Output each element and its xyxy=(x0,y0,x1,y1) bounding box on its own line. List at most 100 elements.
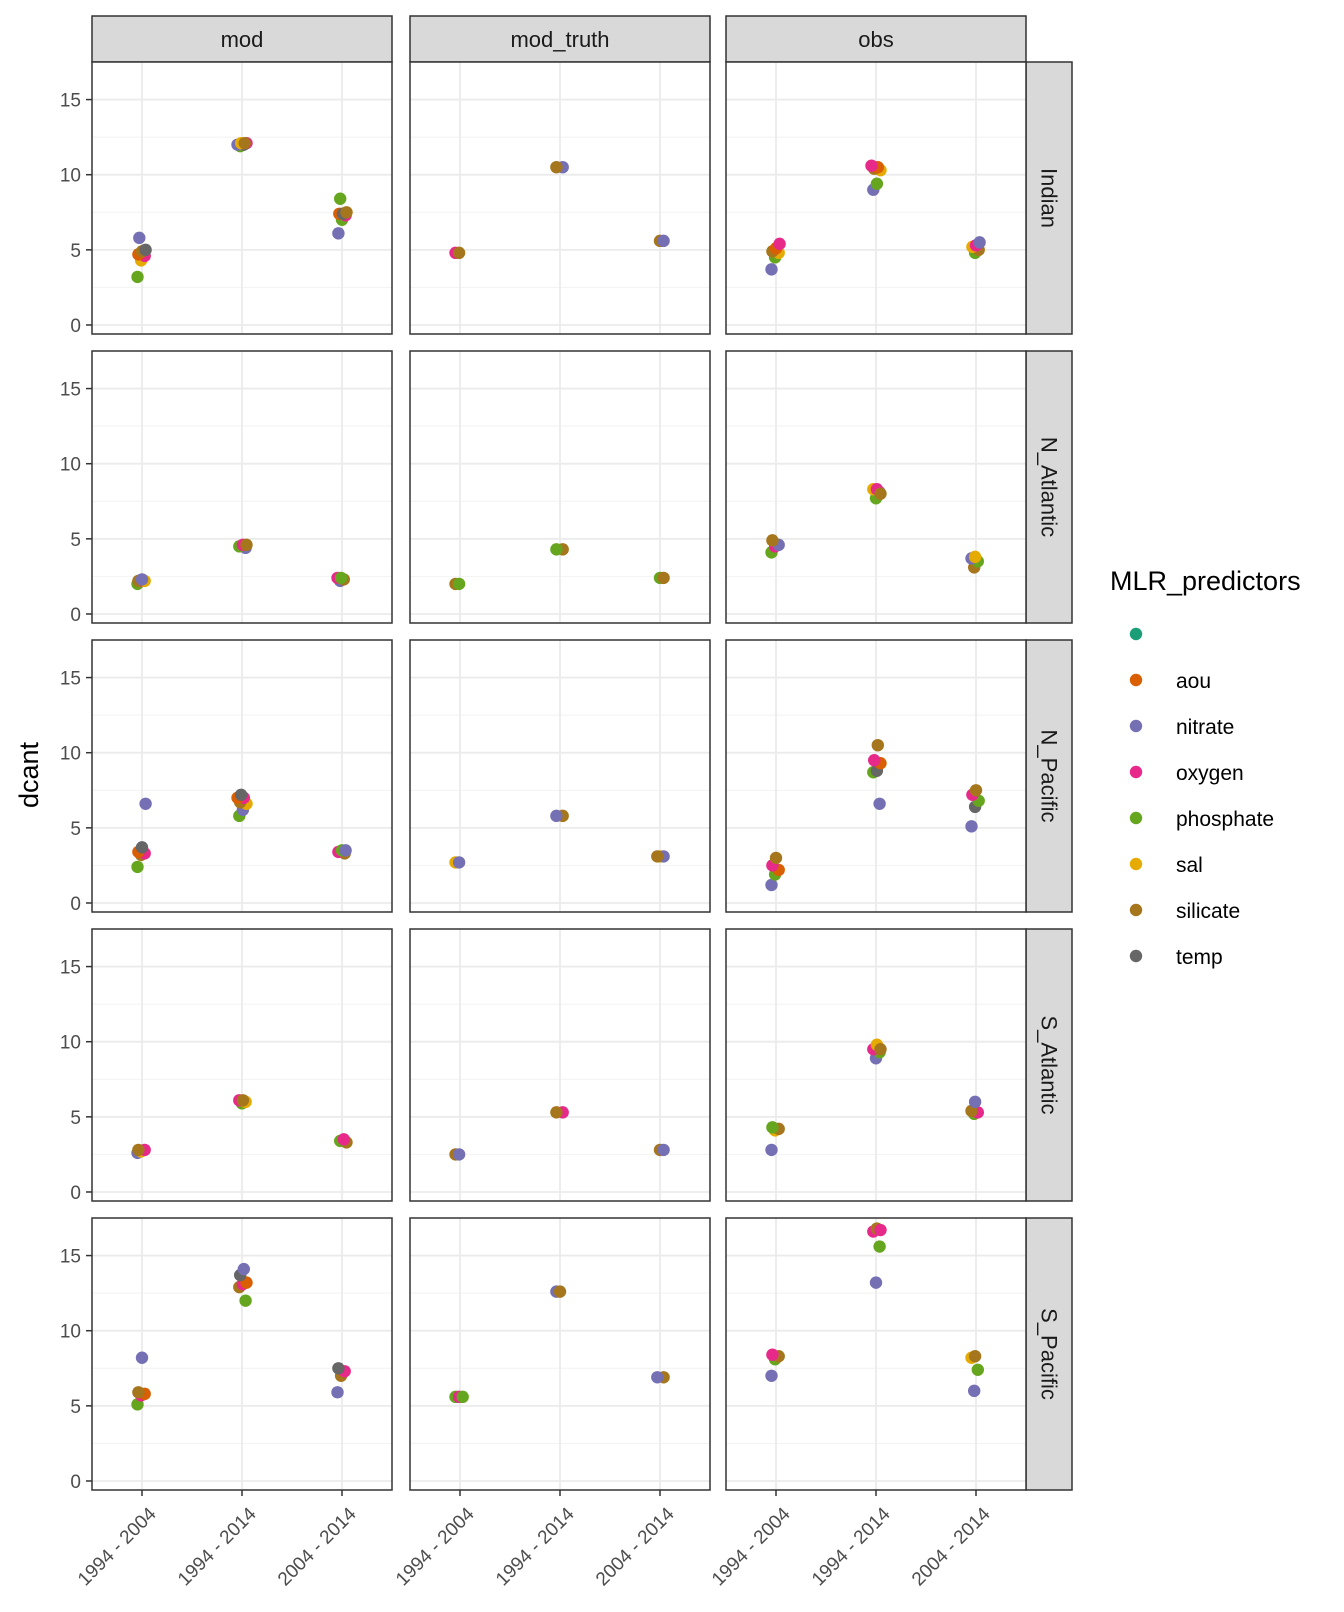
data-point-silicate xyxy=(969,784,983,797)
data-point-nitrate xyxy=(133,231,146,245)
data-point-silicate xyxy=(874,487,887,500)
data-point-phosphate xyxy=(870,177,884,190)
data-point-silicate xyxy=(340,206,353,219)
data-point-nitrate xyxy=(965,820,978,833)
legend-title: MLR_predictors xyxy=(1110,566,1301,596)
legend-label: nitrate xyxy=(1176,716,1234,739)
panel-mod-truth-indian xyxy=(409,61,711,335)
row-strip-n-atlantic: N_Atlantic xyxy=(1025,350,1073,624)
legend-key xyxy=(1129,857,1143,871)
panel-obs-n-atlantic xyxy=(725,350,1027,624)
data-point-silicate xyxy=(651,850,664,863)
panel-obs-n-pacific xyxy=(725,639,1027,913)
y-tick-label: 0 xyxy=(70,1472,81,1493)
data-point-phosphate xyxy=(766,1121,779,1134)
legend-entry-silicate: silicate xyxy=(1129,900,1240,923)
y-tick-label: 5 xyxy=(70,530,81,551)
x-axis-obs: 1994 - 2004 1994 - 2014 2004 - 2014 xyxy=(708,1490,995,1590)
data-point-nitrate xyxy=(765,878,778,892)
panel-border xyxy=(725,350,1027,624)
data-point-silicate xyxy=(968,1350,982,1363)
data-point-nitrate xyxy=(765,263,778,276)
legend-key xyxy=(1129,627,1143,641)
x-tick-label: 1994 - 2004 xyxy=(74,1503,161,1590)
y-axis-title: dcant xyxy=(14,741,44,808)
legend-entry-aou: aou xyxy=(1129,670,1211,693)
y-tick-label: 10 xyxy=(60,1033,81,1054)
legend-entry-oxygen: oxygen xyxy=(1129,762,1244,785)
legend-key xyxy=(1129,765,1143,779)
data-point-nitrate xyxy=(765,1143,778,1157)
column-strip-label: mod xyxy=(221,27,264,52)
data-point-temp xyxy=(135,841,149,854)
data-point-temp xyxy=(139,243,152,257)
y-tick-label: 15 xyxy=(60,1247,81,1268)
panel-mod-truth-s-pacific xyxy=(409,1217,711,1491)
data-point-phosphate xyxy=(550,543,563,556)
data-point-silicate xyxy=(871,738,884,752)
row-strip-indian: Indian xyxy=(1025,61,1073,335)
panel-mod-truth-n-atlantic xyxy=(409,350,711,624)
row-strip-label: S_Atlantic xyxy=(1037,1015,1062,1114)
data-point-oxygen xyxy=(337,1133,350,1146)
panel-obs-s-atlantic xyxy=(725,928,1027,1202)
panel-border xyxy=(91,350,393,624)
panel-border xyxy=(725,639,1027,913)
data-point-silicate xyxy=(452,246,466,260)
legend-entry-phosphate: phosphate xyxy=(1129,808,1274,831)
facet-panels: mod mod_truth obs Indian N_Atlantic N_Pacific… xyxy=(60,15,1073,1590)
data-point-silicate xyxy=(238,136,251,150)
x-tick-label: 2004 - 2014 xyxy=(908,1503,995,1590)
data-point-nitrate xyxy=(331,1386,344,1399)
x-tick-label: 1994 - 2004 xyxy=(708,1503,795,1590)
data-point-silicate xyxy=(550,1106,563,1119)
row-strip-label: S_Pacific xyxy=(1037,1308,1062,1400)
data-point-nitrate xyxy=(452,1148,466,1161)
data-point-oxygen xyxy=(766,1348,779,1361)
data-point-nitrate xyxy=(765,1369,778,1382)
data-point-phosphate xyxy=(873,1240,886,1253)
y-tick-label: 5 xyxy=(70,241,81,262)
y-axis-s-atlantic: 0 5 10 15 xyxy=(60,958,92,1204)
panel-border xyxy=(409,928,711,1202)
legend-label: aou xyxy=(1176,670,1211,693)
y-axis-n-pacific: 0 5 10 15 xyxy=(60,669,92,915)
y-axis-s-pacific: 0 5 10 15 xyxy=(60,1247,92,1493)
data-point-sal xyxy=(968,550,982,564)
panel-mod-s-atlantic xyxy=(91,928,393,1202)
row-strip-n-pacific: N_Pacific xyxy=(1025,639,1073,913)
legend-key xyxy=(1129,719,1143,733)
data-point-nitrate xyxy=(657,234,670,248)
panel-mod-truth-s-atlantic xyxy=(409,928,711,1202)
panel-mod-truth-n-pacific xyxy=(409,639,711,913)
panel-border xyxy=(409,350,711,624)
data-point-silicate xyxy=(550,160,563,174)
data-point-phosphate xyxy=(131,270,144,284)
y-tick-label: 10 xyxy=(60,1322,81,1343)
y-tick-label: 10 xyxy=(60,455,81,476)
data-point-nitrate xyxy=(339,844,352,857)
data-point-silicate xyxy=(769,851,783,865)
panel-border xyxy=(725,928,1027,1202)
x-tick-label: 2004 - 2014 xyxy=(592,1503,679,1590)
data-point-oxygen xyxy=(868,754,881,767)
data-point-phosphate xyxy=(239,1294,252,1307)
x-tick-label: 1994 - 2004 xyxy=(392,1503,479,1590)
y-tick-label: 15 xyxy=(60,669,81,690)
y-tick-label: 15 xyxy=(60,91,81,112)
panel-border xyxy=(91,639,393,913)
y-tick-label: 15 xyxy=(60,958,81,979)
legend-label: phosphate xyxy=(1176,808,1274,831)
panel-mod-s-pacific xyxy=(91,1217,393,1491)
row-strip-s-atlantic: S_Atlantic xyxy=(1025,928,1073,1202)
column-strip-mod: mod xyxy=(91,15,393,63)
data-point-phosphate xyxy=(334,192,347,205)
legend-key xyxy=(1129,949,1143,963)
data-point-nitrate xyxy=(139,797,152,811)
data-point-temp xyxy=(234,788,248,801)
column-strip-mod-truth: mod_truth xyxy=(409,15,711,63)
data-point-nitrate xyxy=(973,236,986,249)
legend-entry-nitrate: nitrate xyxy=(1129,716,1234,739)
legend-label: oxygen xyxy=(1176,762,1244,785)
